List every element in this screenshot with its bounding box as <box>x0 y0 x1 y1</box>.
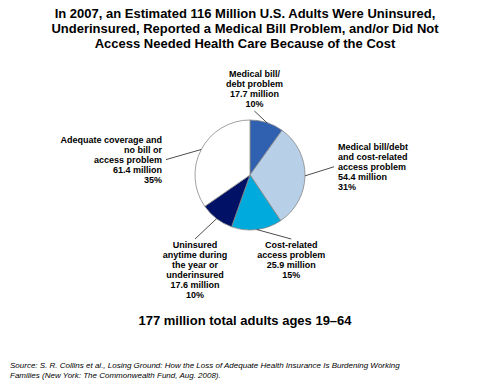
slice-label: Cost-relatedaccess problem25.9 million15… <box>257 240 325 280</box>
slice-label-line: 25.9 million <box>267 260 316 270</box>
slice-label-line: Uninsured <box>173 240 218 250</box>
slice-label-line: access problem <box>338 162 406 172</box>
slice-label-line: debt problem <box>226 79 283 89</box>
leader-line <box>166 149 201 159</box>
slice-label-line: underinsured <box>166 270 224 280</box>
pie <box>195 120 305 230</box>
slice-label-line: no bill or <box>124 145 162 155</box>
chart: In 2007, an Estimated 116 Million U.S. A… <box>0 0 490 382</box>
subtitle: 177 million total adults ages 19–64 <box>138 313 352 328</box>
labels: Medical bill/debt problem17.7 million10%… <box>60 69 408 300</box>
slice-label-line: 17.7 million <box>230 89 279 99</box>
subtitle-line: 177 million total adults ages 19–64 <box>138 313 352 328</box>
slice-label-line: and cost-related <box>338 152 408 162</box>
slice-label-line: access problem <box>94 155 162 165</box>
leader-line <box>257 230 291 239</box>
title-line: In 2007, an Estimated 116 Million U.S. A… <box>55 6 436 21</box>
slice-label: Adequate coverage andno bill oraccess pr… <box>60 135 162 185</box>
pie-slice <box>195 120 250 206</box>
slice-label-line: 61.4 million <box>113 165 162 175</box>
slice-label-line: 10% <box>186 290 204 300</box>
slice-label-line: 35% <box>144 175 162 185</box>
slice-label-line: Medical bill/debt <box>338 142 408 152</box>
leader-line <box>195 219 217 239</box>
title-line: Access Needed Health Care Because of the… <box>95 36 396 51</box>
slice-label: Medical bill/debtand cost-relatedaccess … <box>338 142 408 192</box>
slice-label-line: Adequate coverage and <box>60 135 162 145</box>
title-line: Underinsured, Reported a Medical Bill Pr… <box>51 21 439 36</box>
slice-label: Uninsuredanytime duringthe year orunderi… <box>163 240 228 300</box>
leader-line <box>305 167 334 176</box>
title: In 2007, an Estimated 116 Million U.S. A… <box>51 6 439 51</box>
slice-label-line: 31% <box>338 182 356 192</box>
leader-line <box>254 111 266 123</box>
slice-label-line: 15% <box>282 270 300 280</box>
slice-label-line: Medical bill/ <box>229 69 281 79</box>
slice-label-line: 10% <box>245 99 263 109</box>
slice-label-line: access problem <box>257 250 325 260</box>
slice-label-line: anytime during <box>163 250 228 260</box>
slice-label-line: 17.6 million <box>170 280 219 290</box>
slice-label-line: Cost-related <box>265 240 318 250</box>
slice-label: Medical bill/debt problem17.7 million10% <box>226 69 283 109</box>
source-line: Source: S. R. Collins et al., Losing Gro… <box>10 361 400 370</box>
slice-label-line: the year or <box>172 260 219 270</box>
source-line: Families (New York: The Commonwealth Fun… <box>10 371 221 380</box>
source: Source: S. R. Collins et al., Losing Gro… <box>10 361 400 380</box>
slice-label-line: 54.4 million <box>338 172 387 182</box>
